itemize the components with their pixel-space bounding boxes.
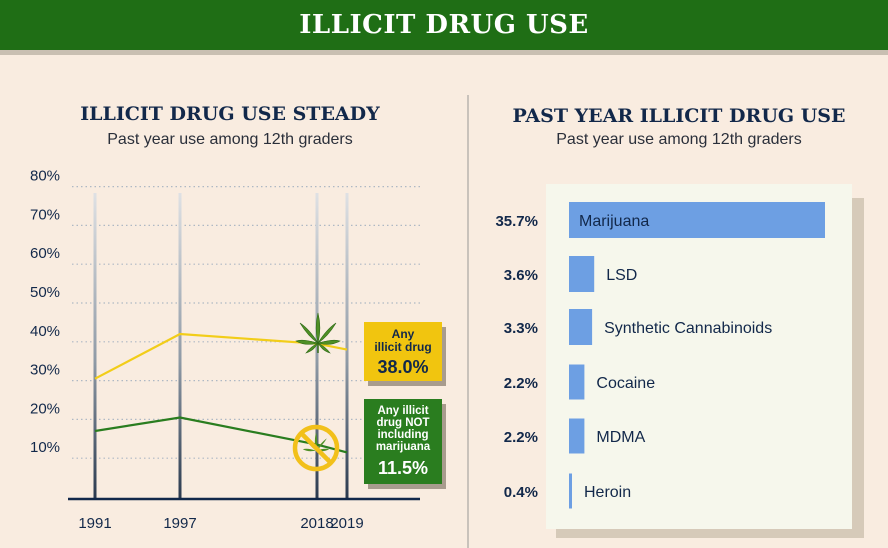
- right-chart-title: PAST YEAR ILLICIT DRUG USE: [512, 105, 846, 127]
- left-chart-subtitle: Past year use among 12th graders: [107, 131, 353, 148]
- bar-category-label: Synthetic Cannabinoids: [604, 320, 772, 337]
- callout-any-value: 38.0%: [377, 357, 428, 377]
- right-chart-subtitle: Past year use among 12th graders: [556, 131, 802, 148]
- series-line: [94, 416, 348, 454]
- bar-category-label: Cocaine: [596, 375, 655, 392]
- callout-nm-line-4: marijuana: [376, 441, 431, 453]
- y-tick-label: 60%: [30, 245, 60, 262]
- bar-value-label: 2.2%: [504, 429, 538, 446]
- y-tick-label: 10%: [30, 439, 60, 456]
- bar: [569, 364, 585, 400]
- left-chart-title: ILLICIT DRUG USE STEADY: [80, 103, 380, 125]
- callout-any-line-2: illicit drug: [374, 340, 431, 354]
- y-tick-label: 70%: [30, 206, 60, 223]
- bar-category-label: Marijuana: [579, 213, 649, 230]
- bar: [569, 309, 593, 345]
- bar-category-label: LSD: [606, 267, 637, 284]
- callout-any-illicit: Any illicit drug 38.0%: [364, 322, 446, 386]
- bar: [569, 418, 585, 454]
- y-tick-label: 80%: [30, 168, 60, 185]
- bar-panel: [546, 184, 852, 529]
- callout-nm-value: 11.5%: [378, 458, 428, 478]
- callout-nm-line-2: drug NOT: [376, 417, 429, 429]
- x-tick-label: 2019: [330, 515, 363, 532]
- series-line: [94, 332, 348, 380]
- y-tick-label: 30%: [30, 362, 60, 379]
- page-title: ILLICIT DRUG USE: [299, 10, 589, 40]
- bar-value-label: 35.7%: [495, 213, 538, 230]
- callout-any-line-1: Any: [392, 327, 415, 341]
- callout-not-marijuana: Any illicit drug NOT including marijuana…: [364, 399, 446, 489]
- bar-value-label: 2.2%: [504, 375, 538, 392]
- cannabis-leaf-icon: [295, 312, 341, 354]
- bar: [569, 256, 595, 292]
- bar-value-label: 3.3%: [504, 320, 538, 337]
- year-pole: [315, 193, 319, 499]
- callout-nm-line-3: including: [377, 429, 428, 441]
- year-pole: [178, 193, 182, 499]
- panel-divider: [467, 95, 469, 548]
- year-pole: [345, 193, 349, 499]
- x-tick-label: 1991: [78, 515, 111, 532]
- y-tick-label: 40%: [30, 323, 60, 340]
- callout-nm-line-1: Any illicit: [377, 405, 428, 417]
- x-tick-label: 2018: [300, 515, 333, 532]
- bar-category-label: Heroin: [584, 484, 631, 501]
- bar: [569, 473, 572, 509]
- bar-value-label: 3.6%: [504, 267, 538, 284]
- bar-value-label: 0.4%: [504, 484, 538, 501]
- no-cannabis-icon: [292, 424, 340, 472]
- year-pole: [93, 193, 97, 499]
- header-bar: ILLICIT DRUG USE: [0, 0, 888, 55]
- line-chart: 80% 70% 60% 50% 40% 30% 20% 10% 1991 1997 2018201…: [30, 168, 446, 532]
- bar-category-label: MDMA: [596, 429, 645, 446]
- bar-chart: 35.7% Marijuana 3.6% LSD 3.3% Synthetic Canna…: [495, 184, 864, 538]
- bar: [569, 202, 825, 238]
- y-tick-label: 50%: [30, 284, 60, 301]
- y-tick-label: 20%: [30, 400, 60, 417]
- x-tick-label: 1997: [163, 515, 196, 532]
